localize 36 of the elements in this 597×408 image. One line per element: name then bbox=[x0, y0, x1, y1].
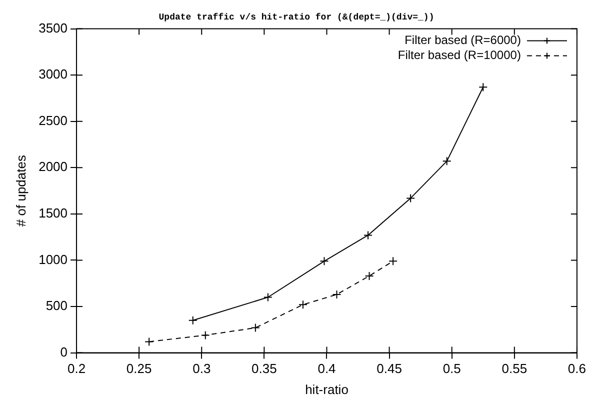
point bbox=[320, 256, 329, 266]
point bbox=[332, 290, 342, 299]
point bbox=[442, 156, 452, 166]
y-tick-label: 2500 bbox=[38, 112, 68, 128]
x-axis-title: hit-ratio bbox=[305, 382, 348, 397]
x-tick-label: 0.55 bbox=[502, 361, 528, 376]
x-tick-label: 0.35 bbox=[252, 361, 277, 376]
x-tick-label: 0.3 bbox=[192, 361, 211, 376]
point bbox=[478, 82, 488, 92]
legend-label: Filter based (R=6000) bbox=[404, 33, 521, 48]
point bbox=[388, 256, 398, 266]
y-tick-label: 3000 bbox=[38, 66, 68, 82]
y-tick-label: 2000 bbox=[38, 159, 68, 174]
point bbox=[250, 323, 260, 332]
point bbox=[364, 230, 373, 240]
point bbox=[263, 292, 272, 302]
y-tick-label: 1000 bbox=[38, 252, 68, 267]
y-axis-title: # of updates bbox=[13, 154, 28, 227]
y-tick-label: 500 bbox=[46, 298, 68, 314]
point bbox=[298, 300, 308, 310]
y-tick-label: 0 bbox=[60, 344, 68, 360]
x-tick-label: 0.25 bbox=[126, 361, 152, 376]
point bbox=[406, 194, 416, 203]
x-tick-label: 0.45 bbox=[376, 361, 402, 376]
point bbox=[188, 316, 198, 325]
y-tick-label: 1500 bbox=[38, 206, 68, 221]
chart-title: Update traffic v/s hit-ratio for (&(dept=_)(div=_)) bbox=[158, 12, 434, 23]
x-tick-label: 0.4 bbox=[318, 361, 336, 376]
y-tick-label: 3500 bbox=[38, 20, 68, 36]
x-tick-label: 0.6 bbox=[568, 361, 586, 376]
point bbox=[364, 271, 374, 280]
point bbox=[200, 330, 210, 340]
x-tick-label: 0.5 bbox=[442, 361, 461, 376]
x-tick-label: 0.2 bbox=[67, 361, 86, 376]
legend-label: Filter based (R=10000) bbox=[398, 48, 521, 62]
point bbox=[144, 337, 154, 346]
